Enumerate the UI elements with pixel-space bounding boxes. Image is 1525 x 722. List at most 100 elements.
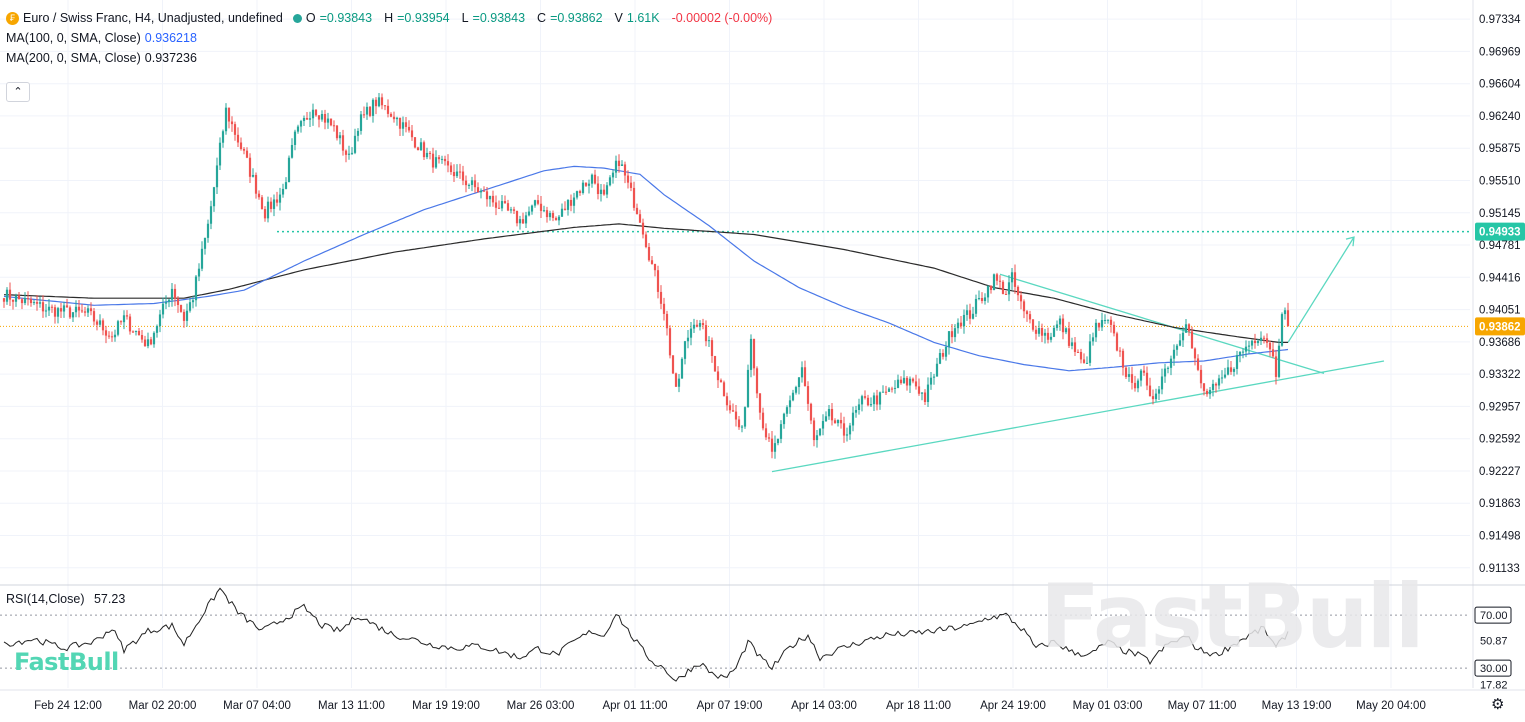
candle-body — [683, 341, 687, 359]
candle-body — [821, 421, 825, 429]
candle-body — [107, 335, 111, 337]
candle-body — [503, 201, 507, 204]
price-tick-label: 0.94051 — [1479, 305, 1521, 317]
candle-body — [1100, 319, 1104, 328]
trendline-support — [771, 360, 1385, 473]
candle-body — [557, 216, 561, 221]
candle-body — [791, 392, 795, 401]
candle-body — [833, 420, 837, 424]
candle-body — [854, 409, 858, 413]
candle-body — [1154, 393, 1158, 400]
candle-body — [410, 130, 414, 138]
candle-body — [770, 438, 774, 452]
candle-body — [647, 246, 651, 261]
candle-body — [485, 191, 489, 200]
candle-body — [101, 320, 105, 331]
candle-body — [665, 313, 669, 329]
rsi-line — [3, 587, 1289, 682]
candle-body — [629, 182, 633, 188]
trendline-resistance — [999, 273, 1325, 375]
candle-body — [1223, 374, 1227, 378]
candle-body — [548, 213, 552, 218]
time-tick-label: May 07 11:00 — [1168, 700, 1237, 712]
candle-body — [863, 396, 867, 398]
candle-body — [1175, 345, 1179, 350]
ma100-row[interactable]: MA(100, 0, SMA, Close) 0.936218 — [6, 28, 776, 48]
candle-body — [377, 97, 381, 107]
candle-body — [659, 291, 663, 304]
candle-body — [116, 321, 120, 335]
candle-body — [284, 182, 288, 189]
candle-body — [605, 185, 609, 195]
candle-body — [431, 153, 435, 168]
candle-body — [1013, 272, 1017, 287]
candle-body — [65, 305, 69, 308]
candle-body — [992, 274, 996, 291]
candle-body — [239, 142, 243, 150]
collapse-legend-button[interactable]: ⌃ — [6, 82, 30, 102]
candlesticks — [2, 93, 1290, 459]
time-tick-label: Apr 01 11:00 — [602, 700, 667, 712]
candle-body — [497, 207, 501, 209]
candle-body — [419, 142, 423, 151]
candle-body — [266, 201, 270, 219]
price-tick-label: 0.92957 — [1479, 401, 1521, 413]
candle-body — [719, 380, 723, 383]
target-price-tag-label: 0.94933 — [1479, 227, 1521, 239]
candle-body — [131, 331, 135, 333]
candle-body — [260, 197, 264, 210]
current-price-tag-label: 0.93862 — [1479, 321, 1521, 333]
candle-body — [1244, 346, 1248, 352]
low-label: L — [461, 11, 469, 25]
close-value: =0.93862 — [550, 11, 603, 25]
candle-body — [479, 190, 483, 193]
candle-body — [920, 392, 924, 394]
candle-body — [713, 356, 717, 372]
candle-body — [1280, 314, 1284, 346]
price-tick-label: 0.94416 — [1479, 272, 1521, 284]
candle-body — [317, 115, 321, 120]
candle-body — [1268, 342, 1272, 350]
candle-body — [29, 299, 33, 304]
candle-body — [71, 312, 75, 318]
candle-body — [188, 302, 192, 311]
ma200-row[interactable]: MA(200, 0, SMA, Close) 0.937236 — [6, 48, 776, 68]
volume-label: V — [614, 11, 623, 25]
candle-body — [956, 322, 960, 329]
candle-body — [173, 288, 177, 299]
candle-body — [1052, 327, 1056, 337]
candle-body — [452, 172, 456, 177]
candle-body — [878, 392, 882, 405]
gear-icon[interactable]: ⚙ — [1491, 696, 1505, 713]
rsi-label: RSI(14,Close) — [6, 592, 85, 606]
candle-body — [1046, 332, 1050, 340]
candle-body — [836, 420, 840, 424]
candle-body — [356, 130, 360, 136]
rsi-legend[interactable]: RSI(14,Close) 57.23 — [6, 592, 131, 606]
candle-body — [170, 288, 174, 300]
rsi-value: 57.23 — [93, 592, 126, 606]
candle-body — [830, 408, 834, 421]
candle-body — [788, 400, 792, 408]
candle-body — [425, 152, 429, 158]
candle-body — [1139, 370, 1143, 381]
candle-body — [254, 174, 258, 194]
candle-body — [806, 386, 810, 404]
time-tick-label: Mar 07 04:00 — [223, 700, 291, 712]
candle-body — [1106, 319, 1110, 321]
candle-body — [440, 158, 444, 160]
candle-body — [908, 378, 912, 386]
candle-body — [704, 325, 708, 342]
candle-body — [755, 368, 759, 394]
candle-body — [887, 388, 891, 392]
candle-body — [842, 423, 846, 436]
candle-body — [896, 379, 900, 388]
candle-body — [206, 223, 210, 238]
candle-body — [1040, 328, 1044, 336]
time-tick-label: Mar 13 11:00 — [318, 700, 385, 712]
candle-body — [1007, 282, 1011, 295]
candle-body — [1202, 383, 1206, 391]
candle-body — [509, 209, 513, 211]
